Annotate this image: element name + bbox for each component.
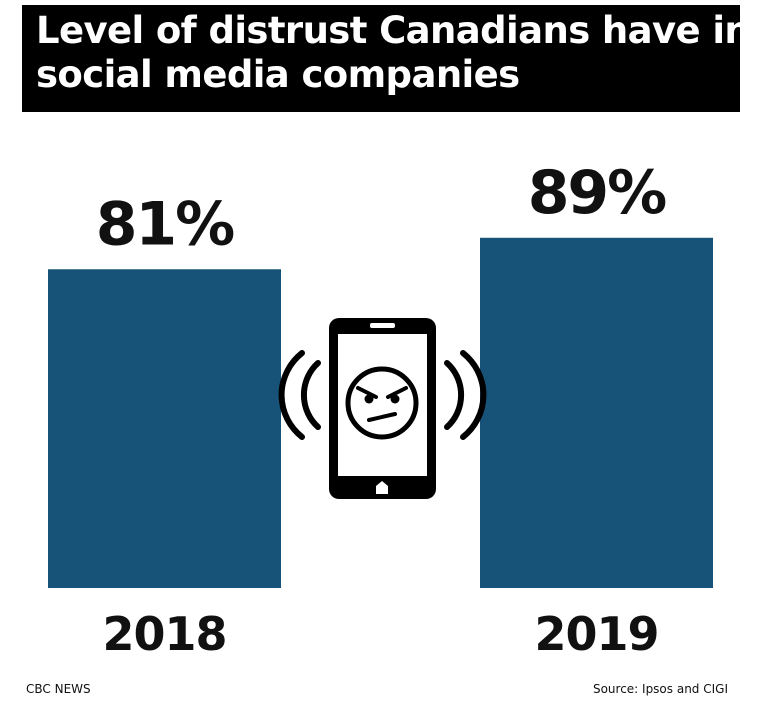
bar-2018	[48, 269, 281, 588]
title-line-1: Level of distrust Canadians have in	[36, 9, 751, 52]
angry-phone-icon	[278, 318, 487, 499]
category-label-2018: 2018	[102, 607, 226, 661]
bars-group	[48, 237, 713, 588]
bar-2019	[480, 237, 713, 588]
value-label-2018: 81%	[96, 189, 234, 259]
value-label-2019: 89%	[528, 158, 666, 228]
category-labels-group: 2018 2019	[102, 607, 659, 661]
title-banner: Level of distrust Canadians have in soci…	[22, 5, 751, 112]
category-label-2019: 2019	[534, 607, 658, 661]
value-labels-group: 81% 89%	[96, 158, 668, 259]
footer-brand: CBC NEWS	[26, 682, 91, 696]
footer-source: Source: Ipsos and CIGI	[592, 682, 728, 696]
title-line-2: social media companies	[36, 53, 520, 96]
